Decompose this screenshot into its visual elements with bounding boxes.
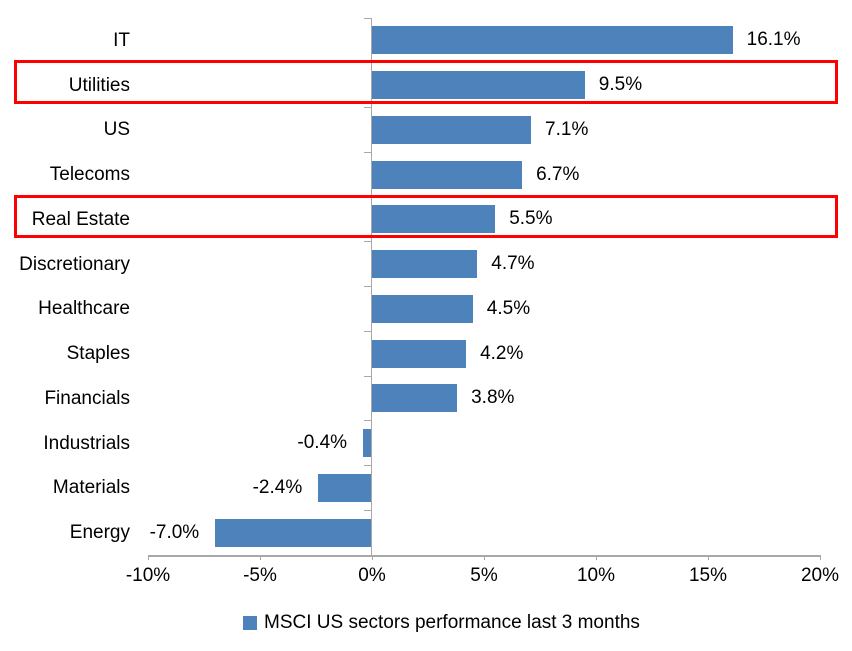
bar-value-label: 16.1% [746, 29, 801, 51]
category-tick [364, 330, 371, 332]
x-axis-tick [483, 555, 485, 560]
category-label: Utilities [68, 74, 130, 96]
category-label: Materials [52, 477, 130, 499]
x-axis-tick [707, 555, 709, 560]
category-tick [364, 107, 371, 108]
category-label: Real Estate [31, 208, 130, 230]
category-label: Energy [69, 522, 130, 544]
x-axis-line [148, 555, 821, 557]
category-tick [364, 17, 371, 19]
legend: MSCI US sectors performance last 3 month… [243, 611, 640, 634]
category-label: Telecoms [49, 164, 130, 186]
category-tick [364, 375, 371, 377]
x-tick-label: 15% [688, 565, 728, 586]
bar-value-label: 4.7% [491, 253, 535, 275]
bar-utilities [372, 71, 585, 100]
highlight-box-utilities [14, 60, 838, 104]
highlight-box-real-estate [14, 194, 838, 239]
x-tick-label: 20% [800, 565, 840, 586]
x-axis-tick [371, 555, 373, 560]
category-label: Discretionary [19, 253, 130, 275]
x-axis-tick [259, 555, 261, 560]
bar-healthcare [372, 294, 473, 323]
bar-financials [372, 384, 458, 413]
bar-value-label: 3.8% [471, 387, 515, 409]
category-tick [364, 509, 371, 511]
bar-energy [215, 518, 372, 547]
legend-label: MSCI US sectors performance last 3 month… [264, 612, 640, 633]
x-tick-label: -10% [125, 565, 171, 586]
legend-swatch-icon [243, 615, 257, 630]
bar-telecoms [372, 160, 523, 189]
bar-materials [318, 473, 372, 502]
category-tick [364, 465, 371, 466]
bar-value-label: 9.5% [598, 74, 643, 96]
y-axis-line [370, 18, 372, 555]
bar-value-label: 4.5% [486, 297, 531, 319]
category-label: Industrials [43, 432, 130, 454]
bar-value-label: 7.1% [545, 118, 589, 140]
category-tick [364, 286, 371, 287]
bar-value-label: 6.7% [536, 163, 580, 185]
x-axis-tick [595, 555, 597, 560]
bar-value-label: 5.5% [509, 208, 553, 230]
x-tick-label: 5% [470, 565, 498, 586]
x-axis-tick [819, 555, 821, 560]
x-tick-label: 0% [358, 565, 386, 586]
x-tick-label: 10% [576, 565, 616, 586]
bar-value-label: -2.4% [252, 476, 303, 498]
category-label: Healthcare [38, 298, 130, 320]
bar-value-label: -7.0% [149, 521, 200, 543]
bar-it [372, 26, 733, 55]
bar-value-label: 4.2% [480, 342, 524, 364]
bar-staples [372, 339, 467, 368]
bar-us [372, 115, 532, 144]
category-label: US [103, 119, 130, 141]
bar-discretionary [372, 250, 478, 279]
bar-industrials [363, 429, 372, 458]
category-label: Financials [44, 387, 130, 409]
x-tick-label: -5% [243, 565, 277, 586]
x-axis-tick [147, 555, 149, 560]
category-tick [364, 241, 371, 243]
bar-value-label: -0.4% [297, 432, 348, 454]
category-label: IT [113, 29, 130, 51]
category-tick [364, 420, 371, 422]
category-tick [364, 151, 371, 153]
category-label: Staples [66, 343, 130, 365]
bar-real-estate [372, 205, 496, 234]
